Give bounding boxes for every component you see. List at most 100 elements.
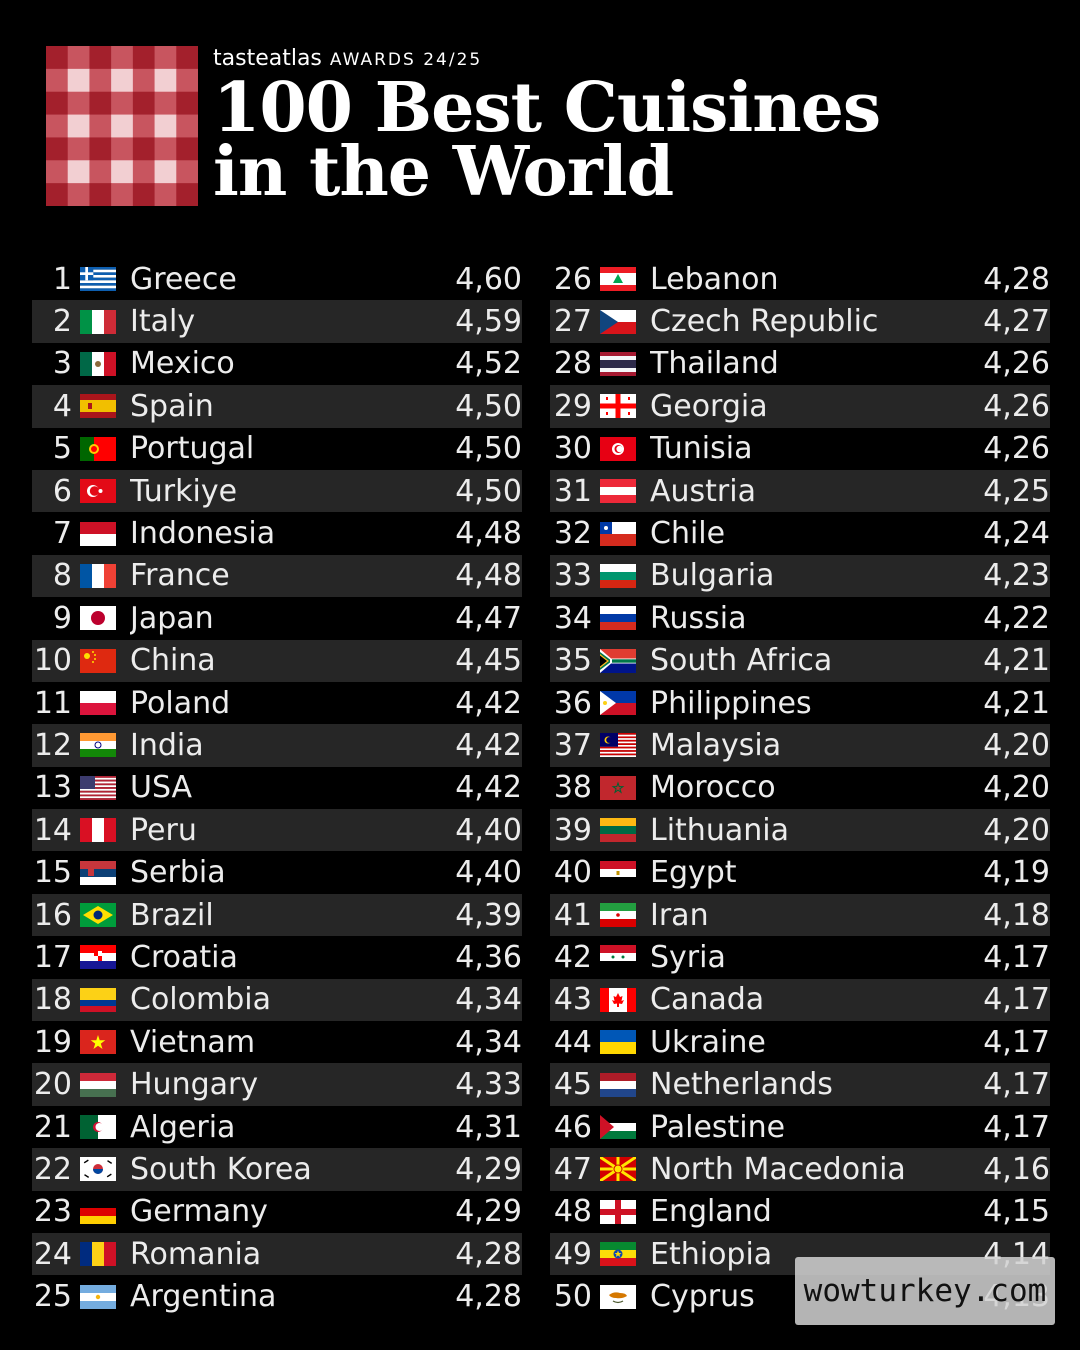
country-name: Lithuania (650, 812, 789, 848)
palestine-flag-icon (600, 1115, 636, 1139)
rank-number: 4 (52, 388, 72, 424)
score-value: 4,23 (983, 558, 1050, 594)
score-value: 4,18 (983, 897, 1050, 933)
syria-flag-icon (600, 945, 636, 970)
ranking-row: 20 Hungary 4,33 (32, 1063, 522, 1106)
ranking-row: 48 England 4,15 (550, 1191, 1050, 1233)
lebanon-flag-icon (600, 267, 636, 292)
rank-number: 46 (553, 1109, 592, 1145)
rank-number: 34 (553, 600, 592, 636)
country-name: Cyprus (650, 1279, 755, 1315)
bulgaria-flag-icon (600, 563, 636, 588)
rank-number: 20 (33, 1067, 72, 1103)
score-value: 4,48 (455, 516, 522, 552)
score-value: 4,28 (983, 261, 1050, 297)
ranking-row: 36 Philippines 4,21 (550, 682, 1050, 724)
southafrica-flag-icon (600, 648, 636, 673)
rank-number: 11 (33, 685, 72, 721)
country-name: Peru (130, 812, 197, 848)
country-name: Poland (130, 685, 231, 721)
ranking-row: 28 Thailand 4,26 (550, 343, 1050, 385)
rank-number: 47 (553, 1151, 592, 1187)
rank-number: 29 (553, 388, 592, 424)
ranking-row: 40 Egypt 4,19 (550, 851, 1050, 893)
score-value: 4,45 (455, 643, 522, 679)
rank-number: 8 (52, 558, 72, 594)
score-value: 4,60 (455, 261, 522, 297)
country-name: Argentina (130, 1279, 277, 1315)
rank-number: 25 (33, 1279, 72, 1315)
usa-flag-icon (80, 775, 116, 800)
country-name: Lebanon (650, 261, 779, 297)
poland-flag-icon (80, 691, 116, 716)
ranking-row: 3 Mexico 4,52 (32, 343, 522, 385)
rank-number: 44 (553, 1024, 592, 1060)
rank-number: 18 (33, 982, 72, 1018)
indonesia-flag-icon (80, 521, 116, 546)
score-value: 4,20 (983, 727, 1050, 763)
ukraine-flag-icon (600, 1030, 636, 1055)
rank-number: 27 (553, 304, 592, 340)
ranking-row: 8 France 4,48 (32, 554, 522, 598)
country-name: Algeria (130, 1109, 236, 1145)
ranking-row: 17 Croatia 4,36 (32, 936, 522, 978)
rank-number: 42 (553, 939, 592, 975)
georgia-flag-icon (600, 394, 636, 419)
rank-number: 12 (33, 727, 72, 763)
china-flag-icon (80, 648, 116, 673)
thailand-flag-icon (600, 351, 636, 376)
country-name: Portugal (130, 431, 255, 467)
czech-flag-icon (600, 309, 636, 334)
score-value: 4,28 (455, 1279, 522, 1315)
ranking-row: 12 India 4,42 (32, 724, 522, 767)
rank-number: 49 (553, 1236, 592, 1272)
ranking-row: 23 Germany 4,29 (32, 1191, 522, 1233)
country-name: Croatia (130, 939, 238, 975)
ranking-row: 42 Syria 4,17 (550, 936, 1050, 978)
watermark: wowturkey.com (795, 1257, 1055, 1325)
rank-number: 24 (33, 1236, 72, 1272)
ranking-row: 19 Vietnam 4,34 (32, 1021, 522, 1063)
ranking-row: 33 Bulgaria 4,23 (550, 554, 1050, 598)
egypt-flag-icon (600, 860, 636, 885)
greece-flag-icon (80, 267, 116, 292)
country-name: Hungary (130, 1067, 259, 1103)
ranking-column-right: 26 Lebanon 4,28 27 Czech Republic 4,27 28 Thail… (550, 258, 1050, 1318)
country-name: Egypt (650, 855, 737, 891)
country-name: Iran (650, 897, 709, 933)
score-value: 4,17 (983, 1109, 1050, 1145)
score-value: 4,27 (983, 304, 1050, 340)
country-name: South Korea (130, 1151, 312, 1187)
tunisia-flag-icon (600, 436, 636, 461)
country-name: Germany (130, 1194, 268, 1230)
rank-number: 13 (33, 770, 72, 806)
country-name: Mexico (130, 346, 235, 382)
country-name: Georgia (650, 388, 768, 424)
score-value: 4,50 (455, 473, 522, 509)
ranking-row: 14 Peru 4,40 (32, 809, 522, 852)
rank-number: 15 (33, 855, 72, 891)
brand-name: tasteatlas (213, 46, 322, 71)
score-value: 4,19 (983, 855, 1050, 891)
ranking-row: 22 South Korea 4,29 (32, 1148, 522, 1191)
ranking-row: 1 Greece 4,60 (32, 258, 522, 300)
ranking-row: 2 Italy 4,59 (32, 300, 522, 343)
rank-number: 31 (553, 473, 592, 509)
russia-flag-icon (600, 606, 636, 631)
northmacedonia-flag-icon (600, 1157, 636, 1182)
score-value: 4,34 (455, 1024, 522, 1060)
rank-number: 23 (33, 1194, 72, 1230)
ethiopia-flag-icon (600, 1242, 636, 1267)
tablecloth-logo (46, 46, 198, 206)
ranking-row: 37 Malaysia 4,20 (550, 724, 1050, 767)
ranking-row: 9 Japan 4,47 (32, 597, 522, 639)
country-name: China (130, 643, 216, 679)
colombia-flag-icon (80, 987, 116, 1012)
ranking-row: 10 China 4,45 (32, 639, 522, 682)
country-name: Canada (650, 982, 765, 1018)
country-name: Ukraine (650, 1024, 766, 1060)
country-name: North Macedonia (650, 1151, 906, 1187)
rank-number: 10 (33, 643, 72, 679)
peru-flag-icon (80, 818, 116, 843)
ranking-row: 4 Spain 4,50 (32, 385, 522, 428)
